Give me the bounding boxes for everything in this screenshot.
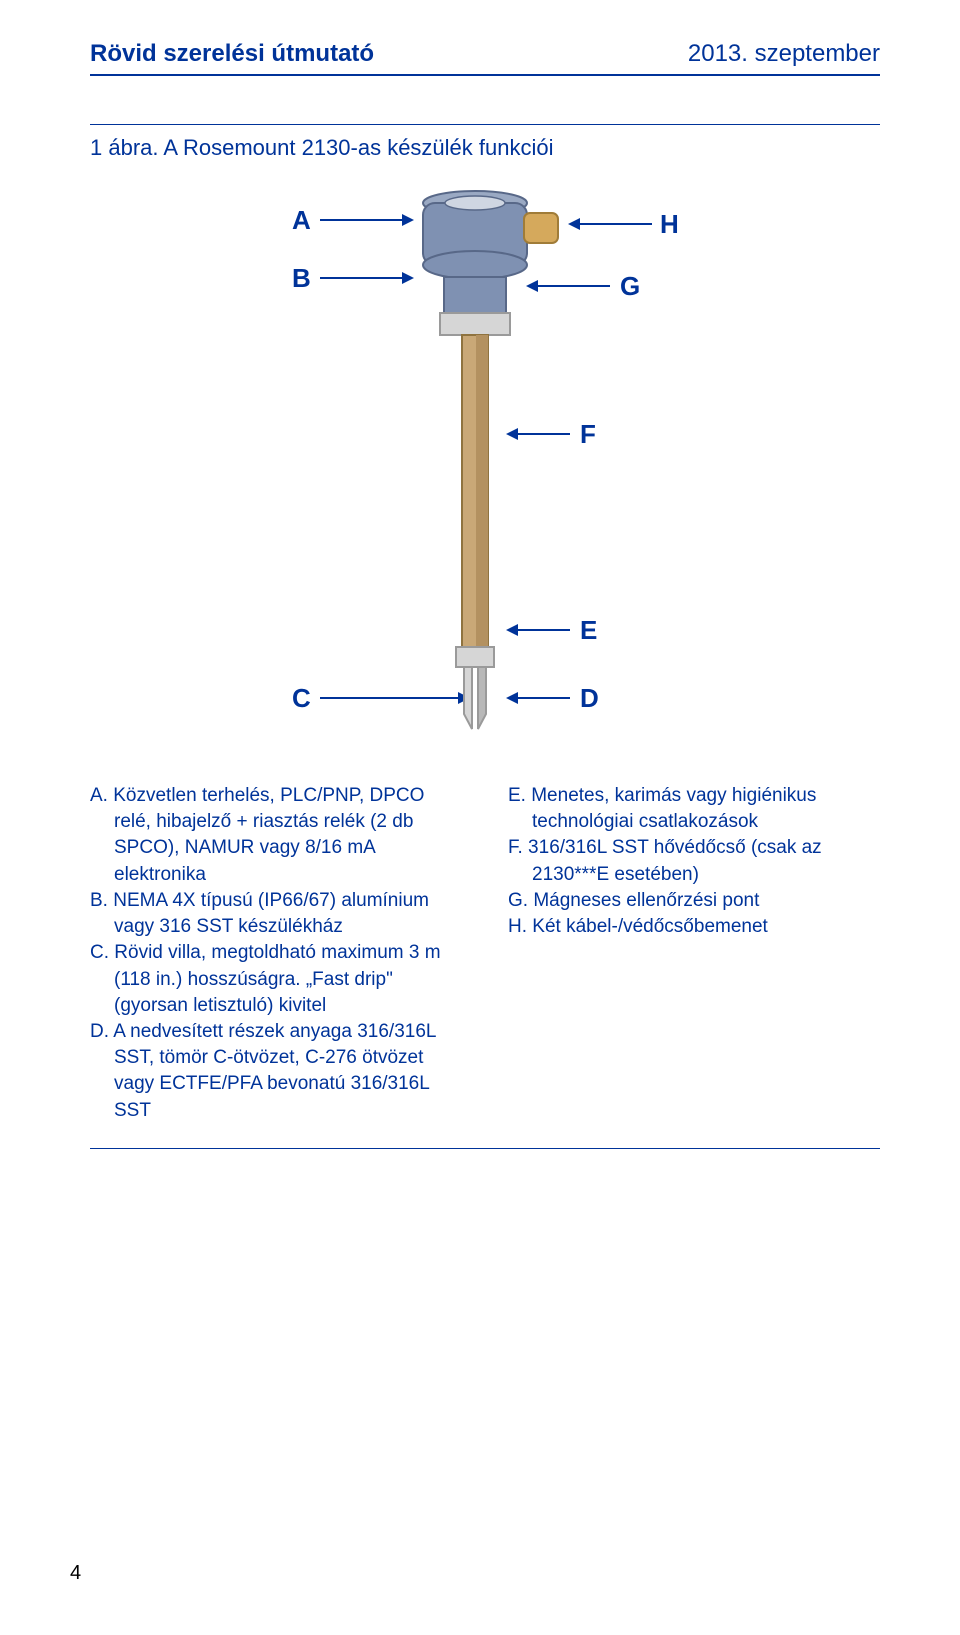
figure-diagram: A B C H G F E D (90, 189, 880, 749)
legend-G: G. Mágneses ellenőrzési pont (508, 888, 880, 914)
label-A: A (292, 205, 311, 236)
label-G: G (620, 271, 640, 302)
arrow-H (570, 223, 652, 225)
figure-title: 1 ábra. A Rosemount 2130-as készülék fun… (90, 135, 880, 161)
label-H: H (660, 209, 679, 240)
header-right: 2013. szeptember (688, 40, 880, 68)
device-icon (400, 189, 570, 749)
label-B: B (292, 263, 311, 294)
arrow-B (320, 277, 412, 279)
legend-F: F. 316/316L SST hővédőcső (csak az 2130*… (508, 835, 880, 887)
legend-columns: A. Közvetlen terhelés, PLC/PNP, DPCO rel… (90, 783, 880, 1124)
label-F: F (580, 419, 596, 450)
header-left: Rövid szerelési útmutató (90, 40, 374, 68)
legend-col-right: E. Menetes, karimás vagy higiénikus tech… (508, 783, 880, 1124)
page-number: 4 (70, 1562, 81, 1585)
label-D: D (580, 683, 599, 714)
device-illustration (400, 189, 570, 749)
legend-H: H. Két kábel-/védőcsőbemenet (508, 914, 880, 940)
legend-C: C. Rövid villa, megtoldható maximum 3 m … (90, 940, 462, 1019)
rule-below-legend (90, 1148, 880, 1149)
legend-col-left: A. Közvetlen terhelés, PLC/PNP, DPCO rel… (90, 783, 462, 1124)
page-header: Rövid szerelési útmutató 2013. szeptembe… (90, 40, 880, 76)
rule-above-figure (90, 124, 880, 125)
legend-B: B. NEMA 4X típusú (IP66/67) alumínium va… (90, 888, 462, 940)
legend-E: E. Menetes, karimás vagy higiénikus tech… (508, 783, 880, 835)
legend-A: A. Közvetlen terhelés, PLC/PNP, DPCO rel… (90, 783, 462, 888)
legend-D: D. A nedvesített részek anyaga 316/316L … (90, 1019, 462, 1124)
label-C: C (292, 683, 311, 714)
arrow-A (320, 219, 412, 221)
label-E: E (580, 615, 597, 646)
